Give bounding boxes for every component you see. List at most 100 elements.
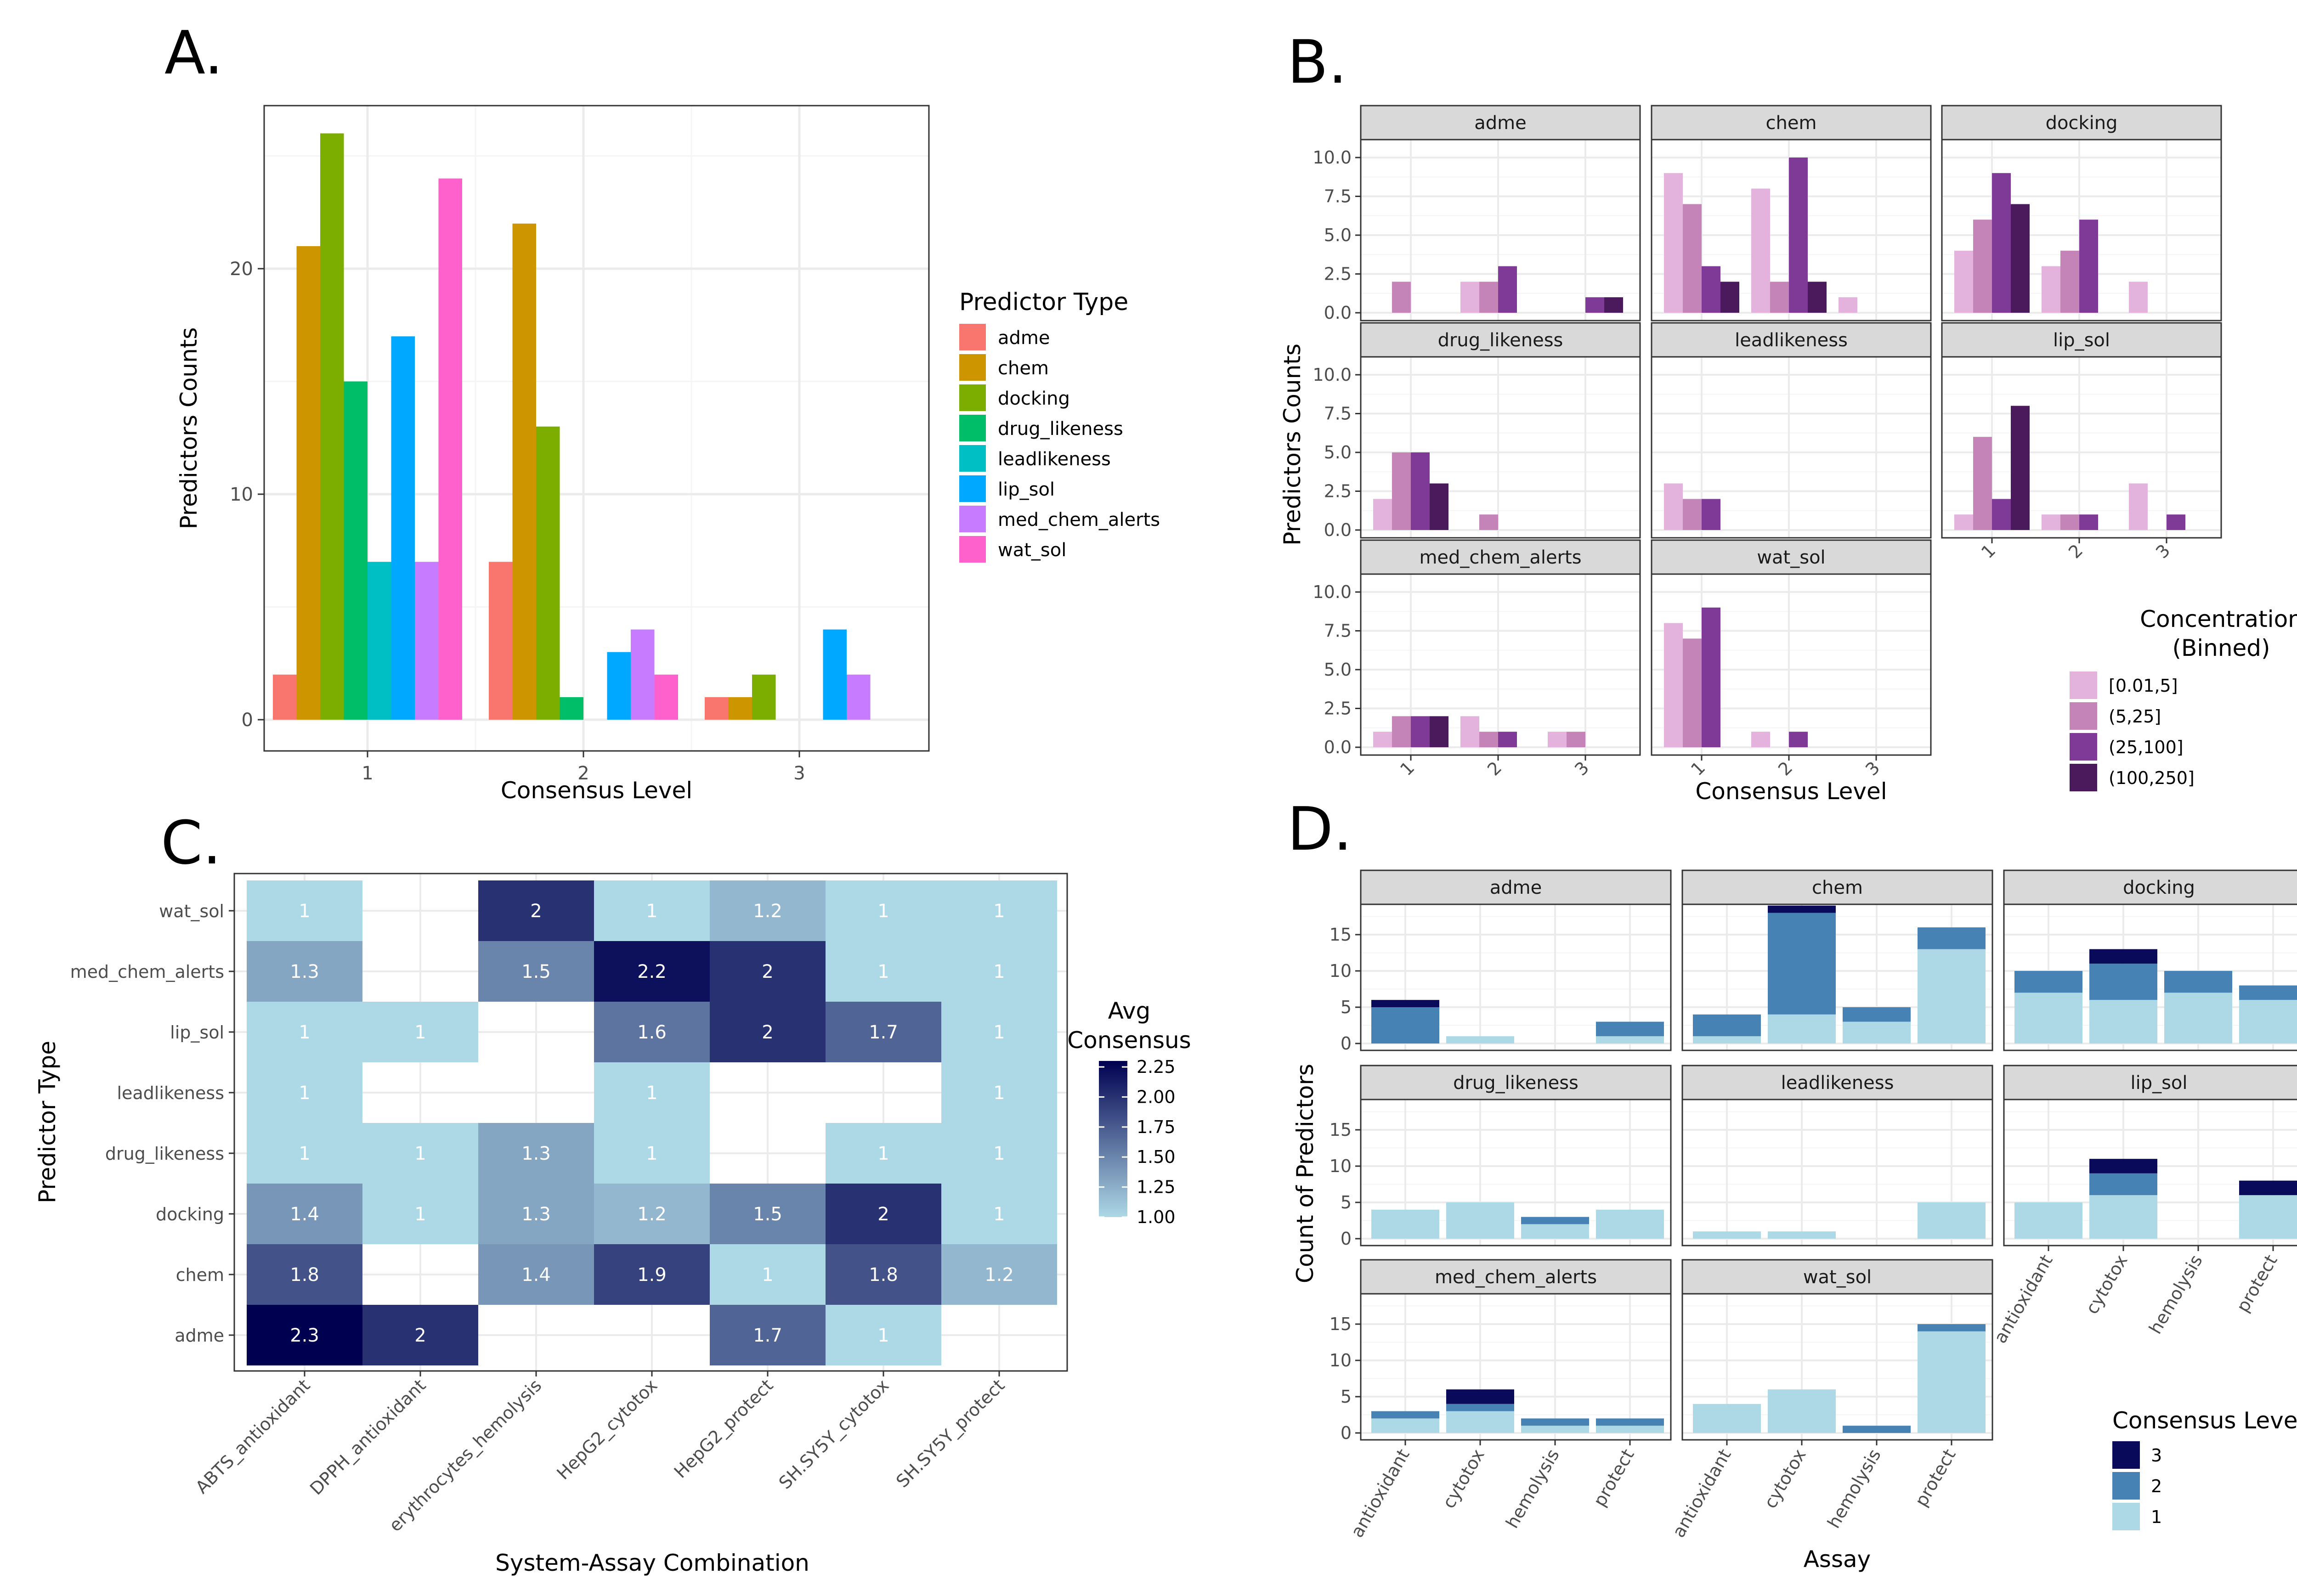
heatmap-cell — [826, 1305, 941, 1365]
bar-adme — [1596, 1036, 1664, 1043]
y-tick-label: 0 — [1341, 1423, 1352, 1443]
facet-label: docking — [2123, 877, 2195, 898]
legend-label: wat_sol — [998, 540, 1066, 561]
bar-chem — [1720, 282, 1739, 313]
y-tick-label: 7.5 — [1324, 404, 1352, 424]
legend-title: Consensus — [1067, 1027, 1191, 1054]
heatmap-cell — [594, 1244, 710, 1305]
bar-leadlikeness — [1702, 499, 1720, 530]
bar-leadlikeness — [368, 562, 391, 720]
facet-label: drug_likeness — [1438, 330, 1563, 351]
panel-label: B. — [1287, 27, 1347, 97]
bar-lip_sol — [2011, 406, 2030, 530]
heatmap-cell — [478, 1123, 594, 1184]
legend-key — [959, 475, 986, 502]
legend-key — [959, 506, 986, 532]
heatmap-cell — [594, 880, 710, 941]
legend-label: adme — [998, 327, 1050, 349]
bar-chem — [1768, 913, 1836, 1015]
bar-lip_sol — [607, 652, 631, 720]
bar-chem — [1693, 1036, 1761, 1043]
facet-strip — [1360, 539, 1641, 575]
bar-adme — [1371, 1007, 1439, 1043]
panel-label: D. — [1287, 794, 1352, 864]
bar-leadlikeness — [1664, 483, 1683, 530]
legend-tick-label: 2.25 — [1137, 1057, 1176, 1077]
plot-border — [263, 105, 930, 752]
bar-docking — [2011, 204, 2030, 313]
bar-adme — [1604, 297, 1623, 313]
bar-lip_sol — [2239, 1195, 2297, 1239]
bar-lip_sol — [2129, 483, 2148, 530]
bar-chem — [296, 246, 320, 720]
heatmap-cell — [594, 1123, 710, 1184]
heatmap-cell — [826, 1184, 941, 1244]
bar-chem — [1768, 905, 1836, 913]
bar-docking — [2089, 964, 2157, 1000]
y-tick-label: 15 — [1330, 1314, 1352, 1334]
facet-border — [1360, 139, 1641, 321]
bar-lip_sol — [2089, 1173, 2157, 1196]
heatmap-cell — [941, 1002, 1057, 1062]
bar-chem — [1808, 282, 1827, 313]
bar-docking — [2164, 971, 2232, 993]
cell-label: 1.3 — [521, 1204, 551, 1225]
heatmap-cell — [941, 1184, 1057, 1244]
bar-wat_sol — [654, 674, 678, 720]
cell-label: 1 — [299, 901, 310, 922]
x-axis-title: Consensus Level — [501, 777, 692, 804]
bar-adme — [1498, 266, 1517, 313]
x-axis-title: System-Assay Combination — [495, 1550, 809, 1576]
heatmap-cell — [247, 1123, 362, 1184]
cell-label: 1.5 — [753, 1204, 782, 1225]
cell-label: 1 — [877, 1325, 889, 1346]
heatmap-cell — [247, 1305, 362, 1365]
legend-tick-label: 2.00 — [1137, 1087, 1176, 1107]
facet-border — [1360, 1293, 1672, 1441]
bar-lip_sol — [2239, 1180, 2297, 1196]
bar-docking — [2014, 971, 2082, 993]
cell-label: 1 — [299, 1143, 310, 1164]
facet-border — [1651, 139, 1932, 321]
y-tick-label: lip_sol — [170, 1022, 224, 1043]
bar-med_chem_alerts — [1392, 716, 1411, 747]
bar-med_chem_alerts — [415, 562, 439, 720]
heatmap-cell — [710, 1305, 826, 1365]
bar-docking — [2129, 282, 2148, 313]
y-tick-label: 10 — [1330, 1350, 1352, 1370]
bar-docking — [2060, 250, 2079, 313]
bar-lip_sol — [1992, 499, 2011, 530]
bar-adme — [705, 697, 729, 720]
bar-drug_likeness — [344, 381, 368, 720]
heatmap-cell — [362, 1184, 478, 1244]
cell-label: 1 — [299, 1022, 310, 1043]
heatmap-cell — [478, 880, 594, 941]
legend-tick-label: 1.50 — [1137, 1147, 1176, 1167]
cell-label: 1 — [877, 961, 889, 982]
x-tick-label: 2 — [577, 763, 589, 784]
bar-med_chem_alerts — [1521, 1426, 1589, 1433]
bar-chem — [1839, 297, 1857, 313]
cell-label: 2 — [414, 1325, 426, 1346]
x-tick-label: 1 — [362, 763, 373, 784]
cell-label: 1.5 — [521, 961, 551, 982]
panel-label: C. — [161, 808, 221, 878]
heatmap-cell — [247, 941, 362, 1002]
bar-lip_sol — [2089, 1195, 2157, 1239]
heatmap-cell — [826, 1244, 941, 1305]
bar-adme — [1585, 297, 1604, 313]
legend-key — [959, 415, 986, 441]
bar-lip_sol — [391, 336, 415, 720]
facet-border — [1360, 1099, 1672, 1246]
cell-label: 1 — [993, 1022, 1005, 1043]
heatmap-cell — [826, 880, 941, 941]
y-axis-title: Predictors Counts — [175, 327, 202, 530]
facet-border — [1681, 903, 1993, 1051]
legend-key — [2070, 671, 2097, 699]
bar-drug_likeness — [1373, 499, 1392, 530]
y-tick-label: wat_sol — [159, 901, 224, 921]
heatmap-cell — [826, 1002, 941, 1062]
legend-label: med_chem_alerts — [998, 509, 1160, 530]
cell-label: 1.6 — [637, 1022, 667, 1043]
y-tick-label: docking — [156, 1204, 224, 1224]
